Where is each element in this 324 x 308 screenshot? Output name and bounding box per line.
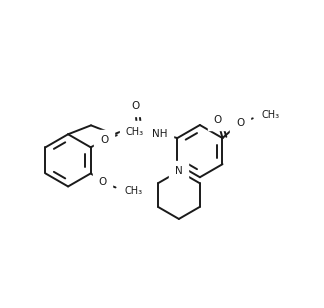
Text: CH₃: CH₃ [261,110,280,120]
Text: O: O [236,118,244,128]
Text: CH₃: CH₃ [125,127,144,137]
Text: O: O [214,115,222,125]
Text: NH: NH [152,129,168,139]
Text: O: O [100,135,108,145]
Text: CH₃: CH₃ [124,186,142,196]
Text: O: O [131,101,139,111]
Text: N: N [175,166,183,176]
Text: O: O [99,177,107,187]
